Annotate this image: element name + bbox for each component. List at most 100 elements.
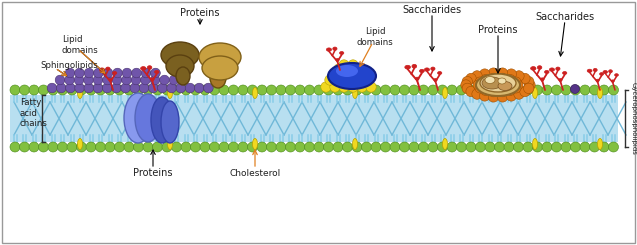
Ellipse shape xyxy=(531,67,536,70)
Circle shape xyxy=(151,68,161,78)
Circle shape xyxy=(485,79,494,88)
Circle shape xyxy=(314,85,324,95)
Circle shape xyxy=(160,75,169,85)
Circle shape xyxy=(462,76,473,87)
Circle shape xyxy=(171,85,182,95)
Circle shape xyxy=(219,85,229,95)
Circle shape xyxy=(86,85,96,95)
Circle shape xyxy=(362,142,371,152)
Circle shape xyxy=(438,85,448,95)
Circle shape xyxy=(357,69,367,79)
Circle shape xyxy=(169,75,179,85)
Circle shape xyxy=(524,76,534,87)
Circle shape xyxy=(38,142,48,152)
Circle shape xyxy=(285,85,296,95)
Circle shape xyxy=(352,75,362,85)
Circle shape xyxy=(523,142,533,152)
Circle shape xyxy=(67,85,77,95)
Circle shape xyxy=(134,142,143,152)
Ellipse shape xyxy=(333,47,337,50)
Circle shape xyxy=(103,68,113,78)
Circle shape xyxy=(38,85,48,95)
Circle shape xyxy=(475,77,485,87)
Circle shape xyxy=(489,87,499,97)
Circle shape xyxy=(304,85,315,95)
Circle shape xyxy=(157,83,167,93)
Circle shape xyxy=(200,142,210,152)
Circle shape xyxy=(533,142,543,152)
Circle shape xyxy=(497,87,508,97)
Circle shape xyxy=(533,85,543,95)
Circle shape xyxy=(333,85,343,95)
Ellipse shape xyxy=(431,67,435,71)
Ellipse shape xyxy=(438,72,442,74)
Ellipse shape xyxy=(141,67,146,70)
Circle shape xyxy=(438,142,448,152)
Circle shape xyxy=(229,85,238,95)
Text: Proteins: Proteins xyxy=(478,25,518,35)
Circle shape xyxy=(10,85,20,95)
Circle shape xyxy=(513,85,524,95)
Circle shape xyxy=(343,64,353,74)
Circle shape xyxy=(57,83,66,93)
Ellipse shape xyxy=(482,77,502,89)
Circle shape xyxy=(76,142,87,152)
Text: Sphingolipids: Sphingolipids xyxy=(40,61,97,70)
Circle shape xyxy=(20,85,29,95)
Ellipse shape xyxy=(415,77,419,80)
Circle shape xyxy=(506,69,517,79)
Ellipse shape xyxy=(336,59,339,61)
Circle shape xyxy=(48,142,58,152)
Circle shape xyxy=(371,142,381,152)
Circle shape xyxy=(29,85,39,95)
Circle shape xyxy=(357,82,367,92)
Ellipse shape xyxy=(326,48,331,51)
Circle shape xyxy=(122,75,131,85)
Text: Lipid
domains: Lipid domains xyxy=(62,35,99,55)
Circle shape xyxy=(571,85,580,95)
Circle shape xyxy=(162,85,172,95)
Ellipse shape xyxy=(199,43,241,71)
Circle shape xyxy=(552,142,561,152)
Ellipse shape xyxy=(340,51,344,54)
Ellipse shape xyxy=(498,82,512,90)
Circle shape xyxy=(333,142,343,152)
Text: Fatty
acid
chains: Fatty acid chains xyxy=(20,98,48,128)
Circle shape xyxy=(524,83,534,94)
Ellipse shape xyxy=(559,79,562,81)
Circle shape xyxy=(96,142,106,152)
Circle shape xyxy=(488,92,499,102)
Circle shape xyxy=(66,83,75,93)
Ellipse shape xyxy=(99,68,104,71)
Circle shape xyxy=(428,85,438,95)
Circle shape xyxy=(513,80,523,90)
Circle shape xyxy=(210,85,220,95)
Circle shape xyxy=(93,83,103,93)
Ellipse shape xyxy=(113,72,117,74)
Circle shape xyxy=(523,85,533,95)
Circle shape xyxy=(399,85,410,95)
Circle shape xyxy=(143,142,153,152)
Circle shape xyxy=(409,85,419,95)
Circle shape xyxy=(480,91,490,101)
Ellipse shape xyxy=(168,87,173,98)
Circle shape xyxy=(257,142,267,152)
Circle shape xyxy=(608,142,619,152)
Circle shape xyxy=(494,85,505,95)
Ellipse shape xyxy=(147,66,152,69)
Circle shape xyxy=(580,85,590,95)
Circle shape xyxy=(514,71,524,81)
Circle shape xyxy=(266,142,276,152)
Circle shape xyxy=(475,85,485,95)
Circle shape xyxy=(130,83,140,93)
Circle shape xyxy=(343,142,352,152)
Ellipse shape xyxy=(545,70,549,74)
Circle shape xyxy=(475,142,485,152)
Circle shape xyxy=(84,68,94,78)
Circle shape xyxy=(525,80,535,90)
Circle shape xyxy=(506,74,515,85)
Circle shape xyxy=(76,85,87,95)
Circle shape xyxy=(499,78,508,87)
Circle shape xyxy=(343,85,352,95)
Circle shape xyxy=(428,142,438,152)
